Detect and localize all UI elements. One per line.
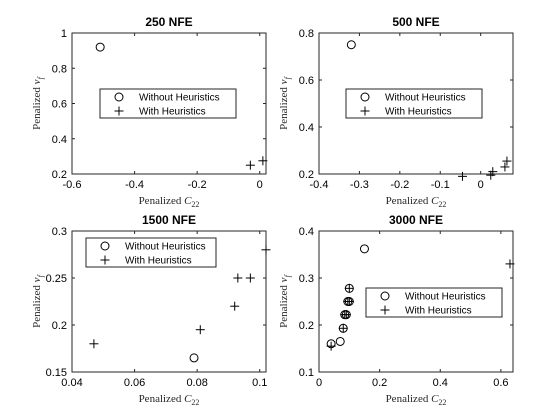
data-point-with-heuristics <box>326 341 336 351</box>
x-tick-label: -0.6 <box>63 179 82 191</box>
y-tick-label: 0.2 <box>299 320 314 332</box>
x-tick-label: 0 <box>316 377 322 389</box>
data-point-with-heuristics <box>341 310 351 320</box>
legend-entry: With Heuristics <box>405 306 472 317</box>
x-tick-label: -0.1 <box>431 179 450 191</box>
x-tick-label: 0.06 <box>124 377 145 389</box>
legend-entry: With Heuristics <box>125 256 192 267</box>
y-tick-label: 0.2 <box>299 169 314 181</box>
legend-entry: Without Heuristics <box>139 93 220 104</box>
y-tick-label: 0.4 <box>299 122 314 134</box>
legend-marker-plus <box>380 305 390 315</box>
x-tick-label: 0.1 <box>252 377 267 389</box>
data-point-with-heuristics <box>486 170 496 180</box>
legend: Without Heuristics With Heuristics <box>99 88 237 119</box>
data-point-with-heuristics <box>195 325 205 335</box>
subplot-title: 3000 NFE <box>389 213 443 227</box>
data-point-without-heuristics <box>346 40 356 50</box>
y-tick-label: 0.3 <box>52 226 67 238</box>
data-point-with-heuristics <box>258 156 268 166</box>
axes-box <box>318 32 514 175</box>
legend-marker-circle <box>380 291 390 301</box>
legend: Without Heuristics With Heuristics <box>85 237 217 268</box>
data-point-with-heuristics <box>261 245 271 255</box>
y-tick-label: 0.4 <box>299 226 314 238</box>
x-tick-label: 0 <box>257 179 263 191</box>
x-axis-label: Penalized C22 <box>386 393 447 407</box>
subplot-3: 1500 NFE 0.04 0.06 0.08 0.1 0.15 0.2 0.25 0.3 Pen… <box>31 213 271 407</box>
data-point-with-heuristics <box>488 167 498 177</box>
y-axis-label: Penalized vf <box>278 75 292 129</box>
legend-entry: With Heuristics <box>139 107 206 118</box>
y-tick-label: 0.8 <box>299 28 314 40</box>
x-tick-label: -0.4 <box>125 179 144 191</box>
x-tick-label: 0.08 <box>186 377 207 389</box>
y-tick-label: 0.3 <box>299 273 314 285</box>
data-point-with-heuristics <box>245 160 255 170</box>
x-tick-label: -0.2 <box>390 179 409 191</box>
x-tick-label: 0.6 <box>493 377 508 389</box>
y-tick-label: 0.4 <box>52 134 67 146</box>
y-tick-label: 0.6 <box>52 99 67 111</box>
subplot-4: 3000 NFE 0 0.2 0.4 0.6 0.1 0.2 0.3 0.4 Penalized … <box>278 213 515 407</box>
data-point-with-heuristics <box>505 259 515 269</box>
data-point-with-heuristics <box>230 301 240 311</box>
legend: Without Heuristics With Heuristics <box>365 287 503 318</box>
y-tick-label: 0.8 <box>52 63 67 75</box>
x-tick-label: 0.04 <box>61 377 82 389</box>
y-axis-label: Penalized vf <box>31 273 45 327</box>
subplot-title: 250 NFE <box>145 15 192 29</box>
legend-marker-circle <box>114 92 124 102</box>
y-tick-label: 1 <box>61 28 67 40</box>
data-point-with-heuristics <box>89 339 99 349</box>
y-axis-label: Penalized vf <box>278 273 292 327</box>
x-axis-label: Penalized C22 <box>386 195 447 209</box>
legend-entry: Without Heuristics <box>405 292 486 303</box>
y-tick-label: 0.2 <box>52 169 67 181</box>
y-axis-label: Penalized vf <box>31 75 45 129</box>
legend-entry: With Heuristics <box>385 107 452 118</box>
legend-marker-circle <box>100 241 110 251</box>
x-axis-label: Penalized C22 <box>139 195 200 209</box>
x-tick-label: 0.2 <box>372 377 387 389</box>
x-tick-label: 0 <box>478 179 484 191</box>
x-tick-label: -0.2 <box>188 179 207 191</box>
data-point-with-heuristics <box>500 162 510 172</box>
y-tick-label: 0.1 <box>299 367 314 379</box>
data-point-with-heuristics <box>338 323 348 333</box>
y-tick-label: 0.6 <box>299 75 314 87</box>
subplot-2: 500 NFE -0.4 -0.3 -0.2 -0.1 0 0.2 0.4 0.6 0.8 Pena… <box>278 15 514 209</box>
data-point-without-heuristics <box>189 353 199 363</box>
legend-marker-plus <box>114 106 124 116</box>
subplot-1: 250 NFE -0.6 -0.4 -0.2 0 0.2 0.4 0.6 0.8 1 Penaliz… <box>31 15 268 209</box>
legend-entry: Without Heuristics <box>125 242 206 253</box>
axes-box <box>318 230 514 373</box>
x-tick-label: 0.4 <box>433 377 448 389</box>
legend-marker-plus <box>100 255 110 265</box>
y-tick-label: 0.25 <box>46 273 67 285</box>
data-point-with-heuristics <box>344 283 354 293</box>
axes-box <box>71 230 267 373</box>
data-point-without-heuristics <box>95 42 105 52</box>
data-point-without-heuristics <box>335 336 345 346</box>
data-point-with-heuristics <box>245 273 255 283</box>
y-tick-label: 0.15 <box>46 367 67 379</box>
legend: Without Heuristics With Heuristics <box>345 88 483 119</box>
data-point-with-heuristics <box>502 156 512 166</box>
legend-entry: Without Heuristics <box>385 93 466 104</box>
data-point-with-heuristics <box>457 171 467 181</box>
data-point-with-heuristics <box>344 297 354 306</box>
data-point-with-heuristics <box>233 273 243 283</box>
x-tick-label: -0.3 <box>350 179 369 191</box>
subplot-title: 1500 NFE <box>142 213 196 227</box>
legend-marker-circle <box>360 92 370 102</box>
x-tick-label: -0.4 <box>310 179 329 191</box>
y-tick-label: 0.2 <box>52 320 67 332</box>
x-axis-label: Penalized C22 <box>139 393 200 407</box>
legend-marker-plus <box>360 106 370 116</box>
data-point-without-heuristics <box>359 244 369 254</box>
subplot-title: 500 NFE <box>392 15 439 29</box>
